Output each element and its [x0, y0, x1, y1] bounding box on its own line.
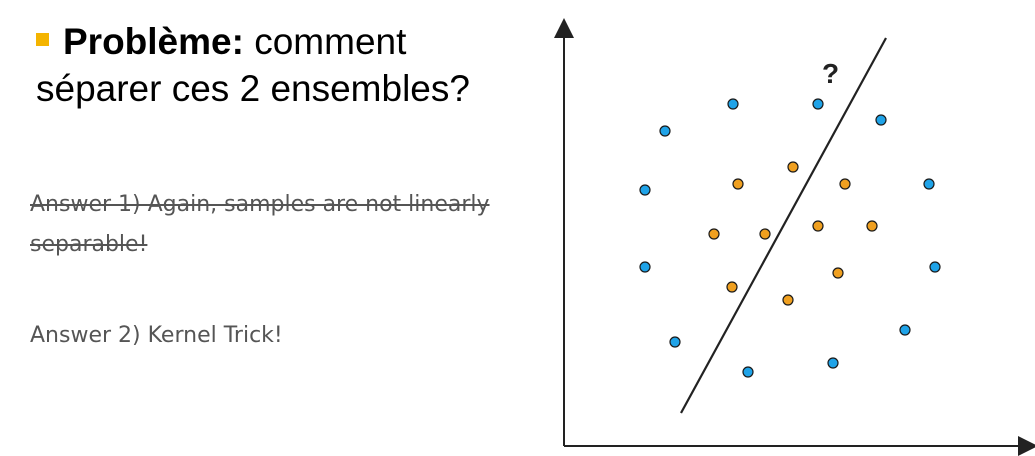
blue-point [659, 125, 671, 137]
blue-point [727, 98, 739, 110]
orange-point [839, 178, 851, 190]
blue-point [827, 357, 839, 369]
orange-point [759, 228, 771, 240]
blue-point-group [639, 98, 941, 378]
answer-2-text: Answer 2) Kernel Trick! [30, 323, 283, 348]
title-bold-text: Problème: [63, 21, 244, 62]
orange-point [812, 220, 824, 232]
orange-point [782, 294, 794, 306]
blue-point [899, 324, 911, 336]
blue-point [639, 184, 651, 196]
blue-point [639, 261, 651, 273]
slide-title: Problème: comment séparer ces 2 ensemble… [36, 18, 536, 112]
blue-point [875, 114, 887, 126]
orange-point [832, 267, 844, 279]
title-line-1-rest: comment [254, 21, 407, 62]
blue-point [929, 261, 941, 273]
orange-point [708, 228, 720, 240]
bullet-square-icon [36, 32, 49, 46]
separator-line [680, 37, 887, 414]
blue-point [669, 336, 681, 348]
blue-point [742, 366, 754, 378]
answer-1-text: Answer 1) Again, samples are not linearl… [30, 192, 490, 257]
title-line-1: Problème: comment [36, 18, 536, 65]
orange-point [866, 220, 878, 232]
orange-point [787, 161, 799, 173]
orange-point [732, 178, 744, 190]
orange-point-group [708, 161, 878, 306]
question-mark: ? [822, 58, 839, 89]
blue-point [923, 178, 935, 190]
blue-point [812, 98, 824, 110]
title-line-2: séparer ces 2 ensembles? [36, 68, 470, 109]
orange-point [726, 281, 738, 293]
